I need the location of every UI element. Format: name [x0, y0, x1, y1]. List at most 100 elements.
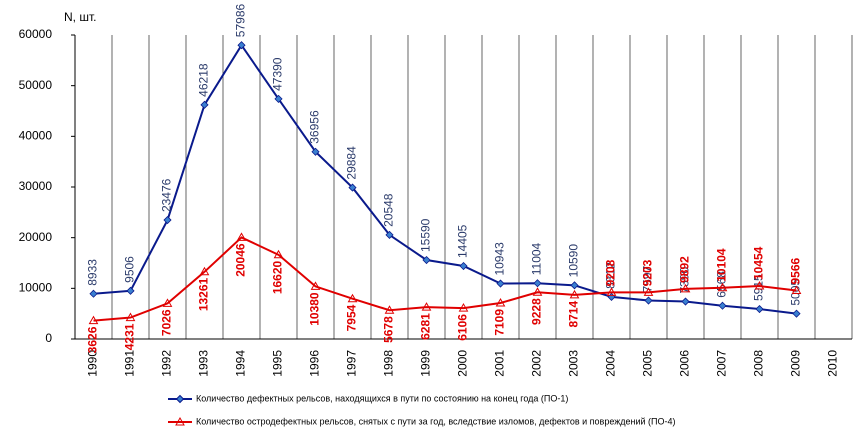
x-tick-label: 1997 — [345, 350, 359, 377]
marker — [607, 292, 616, 301]
x-tick-label: 2004 — [604, 350, 618, 377]
marker — [311, 147, 320, 156]
data-label: 7954 — [345, 304, 359, 331]
data-label: 10104 — [715, 248, 729, 282]
data-label: 6106 — [456, 314, 470, 341]
data-label: 29884 — [345, 146, 359, 180]
x-tick-label: 1998 — [382, 350, 396, 377]
data-label: 6281 — [419, 313, 433, 340]
data-label: 9892 — [678, 256, 692, 283]
data-label: 7109 — [493, 309, 507, 336]
data-label: 5678 — [382, 316, 396, 343]
marker — [125, 312, 136, 322]
x-tick-label: 2008 — [752, 350, 766, 377]
marker — [236, 232, 247, 241]
marker — [384, 305, 395, 314]
marker — [88, 315, 99, 325]
data-label: 13261 — [197, 277, 211, 311]
data-label: 7390 — [678, 267, 692, 294]
data-label: 8714 — [567, 301, 581, 328]
data-label: 10454 — [752, 246, 766, 280]
marker — [421, 302, 432, 311]
marker — [274, 94, 283, 103]
marker — [199, 266, 210, 276]
data-label: 9506 — [123, 256, 137, 283]
data-label: 4231 — [123, 323, 137, 350]
marker — [458, 303, 469, 312]
x-tick-label: 2009 — [789, 350, 803, 377]
data-label: 11004 — [530, 242, 544, 275]
y-tick-label: 40000 — [19, 129, 53, 143]
marker — [606, 287, 617, 296]
data-label: 23476 — [160, 178, 174, 212]
marker — [495, 297, 506, 307]
y-tick-label: 50000 — [19, 78, 53, 92]
marker — [681, 297, 690, 306]
data-label: 7597 — [641, 265, 655, 292]
y-tick-label: 20000 — [19, 230, 53, 244]
legend-marker — [175, 394, 185, 404]
x-tick-label: 2000 — [456, 350, 470, 377]
y-tick-label: 10000 — [19, 281, 53, 295]
data-label: 46218 — [197, 63, 211, 97]
data-label: 47390 — [271, 57, 285, 91]
marker — [89, 289, 98, 298]
x-tick-label: 1996 — [308, 350, 322, 377]
marker — [680, 283, 691, 293]
x-tick-label: 1991 — [123, 350, 137, 377]
series-line — [93, 43, 797, 315]
series-line — [93, 236, 797, 322]
marker — [717, 282, 728, 292]
data-label: 5005 — [789, 279, 803, 306]
legend-label: Количество дефектных рельсов, находящихс… — [196, 393, 568, 403]
x-tick-label: 1994 — [234, 350, 248, 377]
data-label: 9566 — [789, 258, 803, 285]
y-tick-label: 0 — [45, 331, 52, 345]
legend-marker — [175, 416, 185, 426]
data-label: 3626 — [86, 326, 100, 353]
data-label: 5915 — [752, 274, 766, 301]
x-tick-label: 1999 — [419, 350, 433, 377]
x-tick-label: 2007 — [715, 350, 729, 377]
marker — [163, 215, 172, 225]
x-tick-label: 2010 — [826, 350, 840, 377]
data-label: 57986 — [234, 4, 248, 38]
marker — [755, 304, 764, 314]
data-label: 7026 — [160, 309, 174, 336]
data-label: 20548 — [382, 193, 396, 227]
x-tick-label: 2001 — [493, 350, 507, 377]
x-tick-label: 1993 — [197, 350, 211, 377]
marker — [385, 230, 394, 239]
marker — [162, 298, 173, 307]
marker — [310, 281, 321, 290]
marker — [718, 301, 727, 310]
marker — [643, 287, 654, 296]
data-label: 8312 — [604, 262, 618, 289]
data-label: 14405 — [456, 224, 470, 258]
marker — [644, 296, 653, 305]
marker — [348, 183, 357, 192]
legend-label: Количество остродефектных рельсов, сняты… — [196, 416, 676, 426]
x-tick-label: 1990 — [86, 350, 100, 377]
data-label: 10380 — [308, 292, 322, 326]
data-label: 9228 — [530, 298, 544, 325]
data-label: 10590 — [567, 244, 581, 278]
marker — [754, 281, 765, 290]
data-label: 36956 — [308, 110, 322, 144]
marker — [533, 279, 542, 288]
marker — [791, 285, 802, 295]
x-tick-label: 1995 — [271, 350, 285, 377]
marker — [422, 255, 431, 265]
data-label: 8933 — [86, 259, 100, 286]
data-label: 15590 — [419, 218, 433, 252]
marker — [459, 261, 468, 271]
data-label: 16620 — [271, 260, 285, 294]
marker — [532, 287, 543, 296]
marker — [126, 286, 135, 295]
marker — [273, 249, 284, 259]
marker — [347, 293, 358, 303]
marker — [237, 41, 246, 50]
y-axis-label: N, шт. — [64, 10, 96, 24]
marker — [570, 281, 579, 290]
